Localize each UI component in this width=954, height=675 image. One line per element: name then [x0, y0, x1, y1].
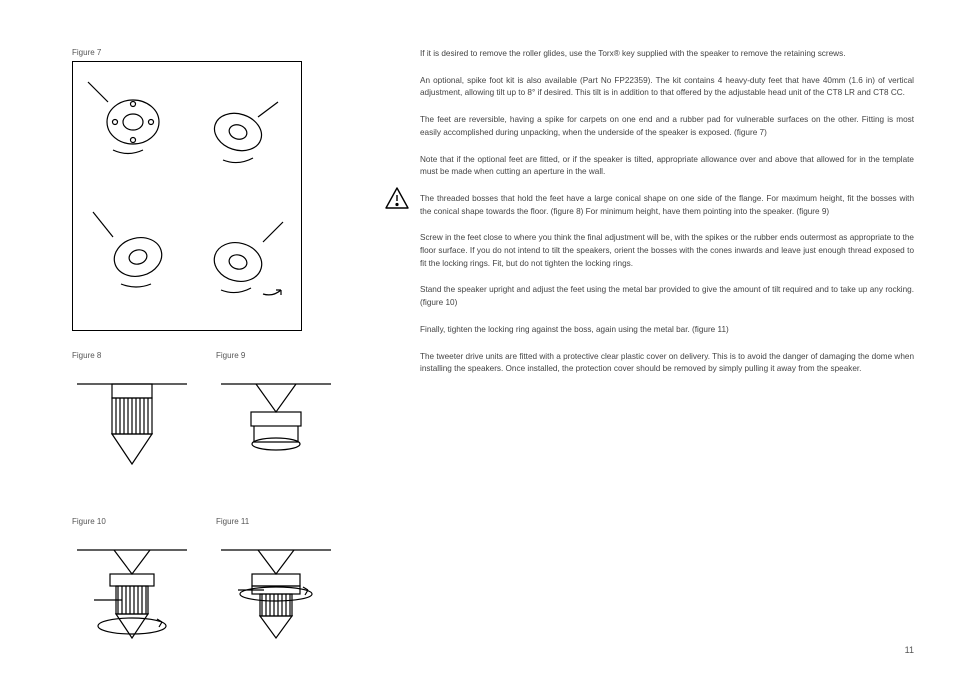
figure-11-diagram — [216, 530, 336, 650]
figure-9-label: Figure 9 — [216, 351, 336, 360]
warning-icon — [384, 186, 410, 210]
figure-10-diagram — [72, 530, 192, 650]
figure-7-label: Figure 7 — [72, 48, 372, 57]
paragraph-9: The tweeter drive units are fitted with … — [420, 351, 914, 376]
paragraph-6: Screw in the feet close to where you thi… — [420, 232, 914, 270]
page-number: 11 — [905, 645, 914, 655]
paragraph-4: Note that if the optional feet are fitte… — [420, 154, 914, 179]
paragraph-3: The feet are reversible, having a spike … — [420, 114, 914, 139]
paragraph-5: The threaded bosses that hold the feet h… — [420, 193, 914, 218]
figure-row-8-9: Figure 8 Figure 9 — [72, 351, 372, 489]
figure-8-diagram — [72, 364, 192, 484]
text-column: If it is desired to remove the roller gl… — [420, 48, 914, 651]
manual-page: Figure 7 — [0, 0, 954, 675]
figure-9-diagram — [216, 364, 336, 484]
figure-7-diagram — [72, 61, 302, 331]
paragraph-2: An optional, spike foot kit is also avai… — [420, 75, 914, 100]
paragraph-7: Stand the speaker upright and adjust the… — [420, 284, 914, 309]
figure-10-label: Figure 10 — [72, 517, 192, 526]
figure-11-label: Figure 11 — [216, 517, 336, 526]
paragraph-1: If it is desired to remove the roller gl… — [420, 48, 914, 61]
paragraph-8: Finally, tighten the locking ring agains… — [420, 324, 914, 337]
figure-row-10-11: Figure 10 Figure 11 — [72, 517, 372, 655]
figure-8-label: Figure 8 — [72, 351, 192, 360]
figures-column: Figure 7 — [72, 48, 372, 651]
